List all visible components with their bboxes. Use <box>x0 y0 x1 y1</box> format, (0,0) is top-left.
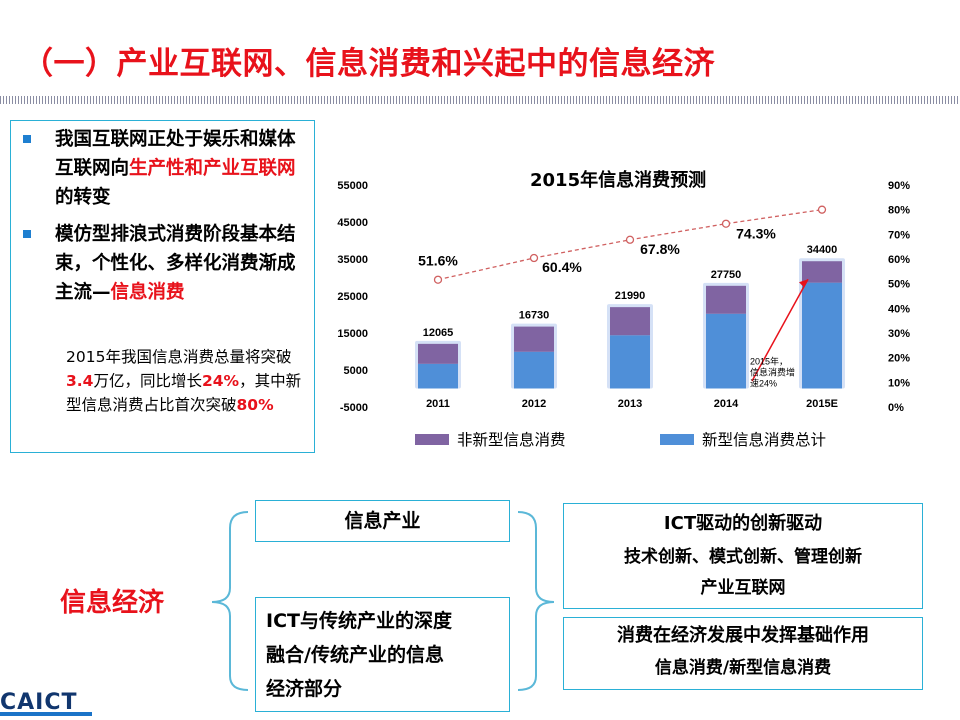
ratio-label: 67.8% <box>640 241 680 257</box>
bar-new-consumption <box>610 335 650 389</box>
ratio-point <box>529 253 539 263</box>
y-right-tick-label: 70% <box>888 229 910 241</box>
legend-item-new: 新型信息消费总计 <box>660 428 826 450</box>
x-tick-label: 2013 <box>618 398 642 410</box>
legend-swatch-purple <box>415 433 449 445</box>
square-bullet-icon <box>23 135 31 143</box>
chart-title: 2015年信息消费预测 <box>530 170 707 191</box>
left-text-panel: 我国互联网正处于娱乐和媒体互联网向生产性和产业互联网的转变 模仿型排浪式消费阶段… <box>10 120 315 453</box>
bullet2-text: 模仿型排浪式消费阶段基本结束，个性化、多样化消费渐成主流— <box>55 224 296 303</box>
x-tick-label: 2012 <box>522 398 546 410</box>
bullet-internet-shift: 我国互联网正处于娱乐和媒体互联网向生产性和产业互联网的转变 <box>23 125 309 212</box>
y-right-tick-label: 10% <box>888 377 910 389</box>
ratio-point <box>433 275 443 284</box>
logo-underline <box>0 712 92 716</box>
ratio-label: 74.3% <box>736 226 776 242</box>
ratio-point <box>625 235 635 244</box>
bar-non-new-consumption <box>610 307 650 336</box>
x-tick-label: 2014 <box>714 398 739 410</box>
legend-item-non-new: 非新型信息消费 <box>415 428 566 450</box>
bullet2-highlight: 信息消费 <box>110 282 185 303</box>
bar-total-label: 12065 <box>423 327 454 339</box>
bullet1-tail: 的转变 <box>55 187 111 208</box>
bar-new-consumption <box>418 363 458 389</box>
title-divider <box>0 96 960 104</box>
ratio-point <box>817 205 827 214</box>
bar-new-consumption <box>802 282 842 389</box>
annotation-arrow-head <box>799 279 808 288</box>
box-ict-fusion: ICT与传统产业的深度 融合/传统产业的信息 经济部分 <box>255 597 510 712</box>
ratio-point <box>721 219 731 228</box>
y-right-tick-label: 0% <box>888 402 904 414</box>
y-right-tick-label: 80% <box>888 205 910 217</box>
info-consumption-chart: 55000 45000 35000 25000 15000 5000 -5000 90% 80%… <box>337 180 910 414</box>
y-left-tick-label: 55000 <box>337 180 368 192</box>
y-left-tick-label: 15000 <box>337 328 368 340</box>
y-left-tick-label: 25000 <box>337 291 368 303</box>
bar-non-new-consumption <box>418 343 458 364</box>
y-right-tick-label: 20% <box>888 353 910 365</box>
box-info-industry: 信息产业 <box>255 500 510 542</box>
ratio-label: 60.4% <box>542 259 582 275</box>
y-left-tick-label: 35000 <box>337 254 368 266</box>
caict-logo: CAICT <box>0 690 78 715</box>
y-right-tick-label: 60% <box>888 254 910 266</box>
y-right-tick-label: 50% <box>888 279 910 291</box>
legend-swatch-blue <box>660 433 694 445</box>
annotation-text: 信息消费增 <box>750 366 795 377</box>
bullet-consumption-shift: 模仿型排浪式消费阶段基本结束，个性化、多样化消费渐成主流—信息消费 <box>23 220 309 307</box>
square-bullet-icon <box>23 230 31 238</box>
bar-non-new-consumption <box>514 326 554 352</box>
bullet1-text: 我国互联网正处于娱乐和媒体互联网向 <box>55 129 296 179</box>
bar-total-label: 16730 <box>519 310 550 322</box>
y-left-tick-label: -5000 <box>340 402 368 414</box>
bar-total-label: 21990 <box>615 290 646 302</box>
x-tick-label: 2015E <box>806 398 838 410</box>
consumption-note: 2015年我国信息消费总量将突破3.4万亿，同比增长24%，其中新型信息消费占比… <box>66 348 302 414</box>
ratio-label: 51.6% <box>418 253 458 269</box>
y-right-tick-label: 40% <box>888 303 910 315</box>
info-economy-label: 信息经济 <box>60 588 165 618</box>
y-left-tick-label: 5000 <box>344 365 368 377</box>
bar-non-new-consumption <box>802 261 842 283</box>
bar-non-new-consumption <box>706 285 746 314</box>
bullet1-highlight: 生产性和产业互联网 <box>129 158 296 179</box>
annotation-text: 2015年， <box>750 355 788 366</box>
bar-new-consumption <box>706 313 746 389</box>
slide-title: （一）产业互联网、信息消费和兴起中的信息经济 <box>22 46 715 82</box>
y-left-tick-label: 45000 <box>337 217 368 229</box>
box-ict-innovation: ICT驱动的创新驱动 技术创新、模式创新、管理创新 产业互联网 <box>563 503 923 609</box>
y-right-tick-label: 30% <box>888 328 910 340</box>
annotation-arrow-line <box>751 278 809 382</box>
y-right-tick-label: 90% <box>888 180 910 192</box>
x-tick-label: 2011 <box>426 398 450 410</box>
box-consumption-role: 消费在经济发展中发挥基础作用 信息消费/新型信息消费 <box>563 617 923 690</box>
bar-new-consumption <box>514 351 554 389</box>
bar-total-label: 27750 <box>711 269 742 281</box>
bar-total-label: 34400 <box>807 244 838 256</box>
annotation-text: 速24% <box>750 378 777 388</box>
